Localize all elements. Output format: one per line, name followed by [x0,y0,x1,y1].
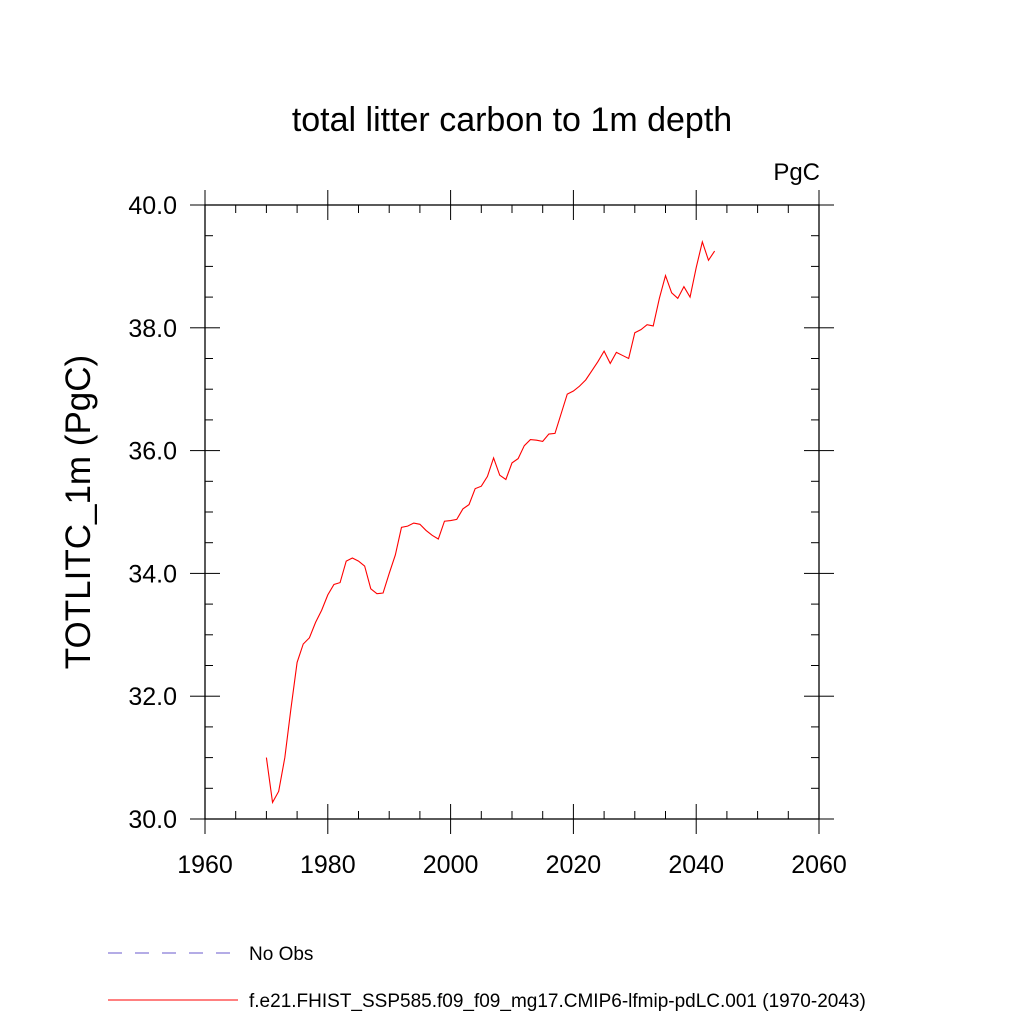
legend: No Obs f.e21.FHIST_SSP585.f09_f09_mg17.CM… [108,944,866,1012]
series-layer [265,239,716,805]
x-tick-label: 2000 [423,851,479,879]
y-tick-label: 40.0 [128,192,177,220]
series-line-1 [265,239,716,805]
x-tick-label: 2040 [668,851,724,879]
y-axis-label: TOTLITC_1m (PgC) [59,355,98,669]
x-tick-label: 2020 [546,851,602,879]
x-tick-label: 1980 [300,851,356,879]
axis-ticks [190,190,834,834]
y-tick-label: 36.0 [128,438,177,466]
units-label: PgC [773,159,820,186]
legend-label-0: No Obs [249,944,313,965]
y-tick-label: 32.0 [128,683,177,711]
chart-title: total litter carbon to 1m depth [292,101,732,139]
plot-frame [204,204,820,820]
x-tick-label: 2060 [791,851,847,879]
y-tick-label: 38.0 [128,315,177,343]
y-tick-label: 34.0 [128,560,177,588]
legend-label-1: f.e21.FHIST_SSP585.f09_f09_mg17.CMIP6-lf… [249,991,866,1012]
x-tick-label: 1960 [177,851,233,879]
tick-labels: 1960 1980 2000 2020 2040 2060 30.0 32.0 34.0 36.0… [128,192,846,879]
y-tick-label: 30.0 [128,806,177,834]
